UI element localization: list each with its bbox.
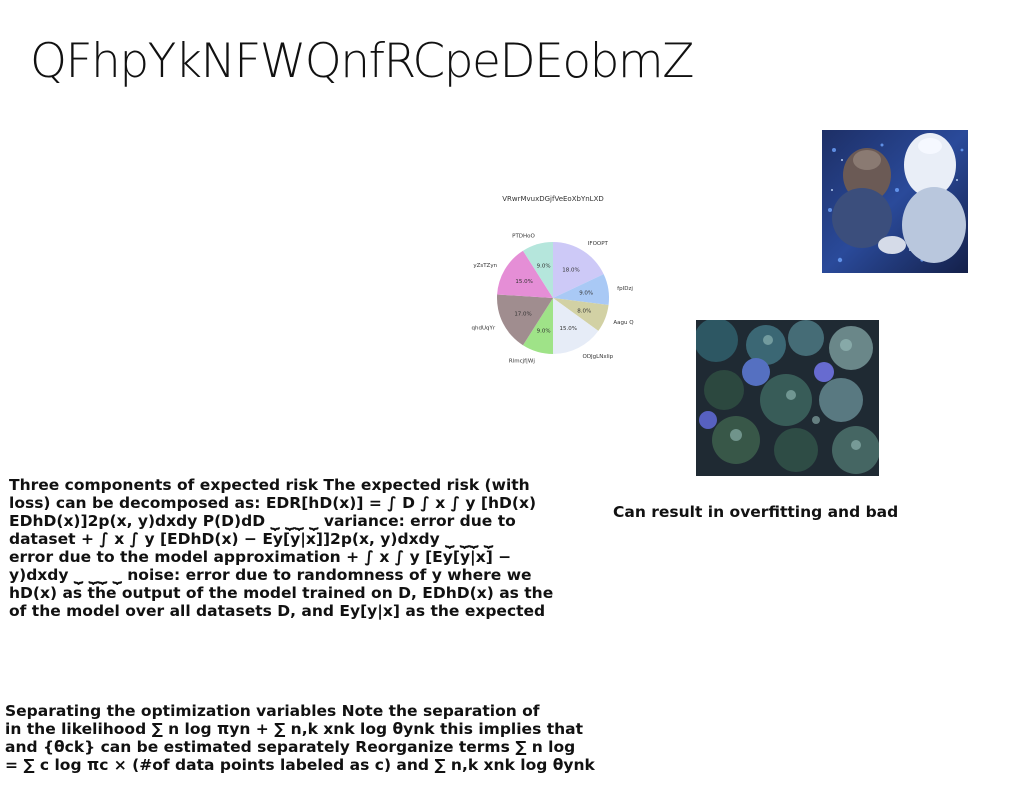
pie-slice-category-label: Rlmcjf|Wj <box>509 358 535 364</box>
pie-slice-percent-label: 18.0% <box>562 268 579 274</box>
pie-slice-category-label: Aagu Q <box>613 320 634 326</box>
pie-slice-percent-label: 9.0% <box>537 264 551 270</box>
pie-slice-category-label: ODJgLNxlip <box>582 354 613 360</box>
slide-title: QFhpYkNFWQnfRCpeDEobmZ <box>30 34 694 89</box>
pie-slice <box>553 298 609 331</box>
forest-photo <box>696 320 879 476</box>
pie-slice-category-label: yZsTZyn <box>473 263 497 269</box>
pie-slice-category-label: IFOOPT <box>588 241 609 247</box>
pie-slice <box>553 274 610 306</box>
pie-slice-percent-label: 8.0% <box>577 308 591 314</box>
pie-slice-percent-label: 9.0% <box>537 328 551 334</box>
pie-slice-percent-label: 17.0% <box>514 311 531 317</box>
winter-photo <box>822 130 968 273</box>
pie-slice <box>496 294 553 346</box>
pie-chart: VRwrMvuxDGjfVeEoXbYnLXD 18.0% IFOOPT 9.0% f… <box>470 190 640 390</box>
optimization-paragraph: Separating the optimization variables No… <box>5 702 595 774</box>
overfitting-note: Can result in overfitting and bad <box>613 503 899 521</box>
pie-slice-category-label: qhdUqYr <box>472 325 496 331</box>
winter-photo-graphic <box>822 130 968 273</box>
pie-slice <box>522 298 553 354</box>
pie-slice <box>522 242 553 298</box>
pie-slice <box>497 250 553 298</box>
chart-title: VRwrMvuxDGjfVeEoXbYnLXD <box>502 195 604 203</box>
pie-slice-percent-label: 15.0% <box>515 279 532 285</box>
pie-slice-percent-label: 15.0% <box>560 326 577 332</box>
pie-slice-category-label: PTDHoO <box>512 234 535 240</box>
forest-photo-graphic <box>696 320 879 476</box>
pie-slice <box>553 298 599 354</box>
pie-slice <box>553 242 604 298</box>
pie-slice-percent-label: 9.0% <box>579 291 593 297</box>
pie-slice-category-label: fpIDzj <box>617 286 633 292</box>
expected-risk-paragraph: Three components of expected risk The ex… <box>9 476 554 620</box>
pie-chart-svg: VRwrMvuxDGjfVeEoXbYnLXD 18.0% IFOOPT 9.0% f… <box>472 195 635 364</box>
